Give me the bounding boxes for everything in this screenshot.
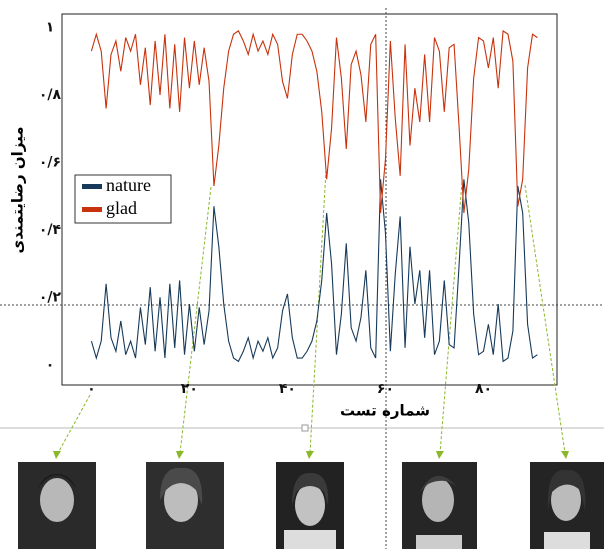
- x-tick-label: ۸۰: [475, 381, 492, 397]
- legend-swatch: [82, 207, 102, 212]
- y-tick-label: ۱: [46, 19, 55, 35]
- handle: [301, 424, 309, 432]
- legend-swatch: [82, 184, 102, 189]
- legend-label: glad: [106, 198, 137, 218]
- face-photos: [18, 462, 604, 549]
- y-axis-label: میزان رضایتمندی: [9, 126, 27, 253]
- x-tick-label: ۰: [87, 381, 96, 397]
- x-tick-label: ۲۰: [181, 381, 198, 397]
- y-tick-label: ۰/۴: [39, 222, 62, 238]
- arrow-heads: [53, 451, 569, 459]
- y-tick-label: ۰/۶: [39, 154, 61, 170]
- y-tick-label: ۰/۲: [39, 289, 62, 305]
- legend-label: nature: [106, 175, 151, 195]
- x-tick-label: ۶۰: [377, 381, 394, 397]
- legend-box: [74, 174, 172, 224]
- plot-frame: [61, 13, 558, 386]
- series-line: [90, 29, 538, 214]
- x-axis-label: شماره تست: [340, 402, 430, 420]
- y-tick-label: ۰/۸: [39, 87, 62, 103]
- y-tick-label: ۰: [46, 357, 55, 373]
- x-tick-label: ۴۰: [279, 381, 296, 397]
